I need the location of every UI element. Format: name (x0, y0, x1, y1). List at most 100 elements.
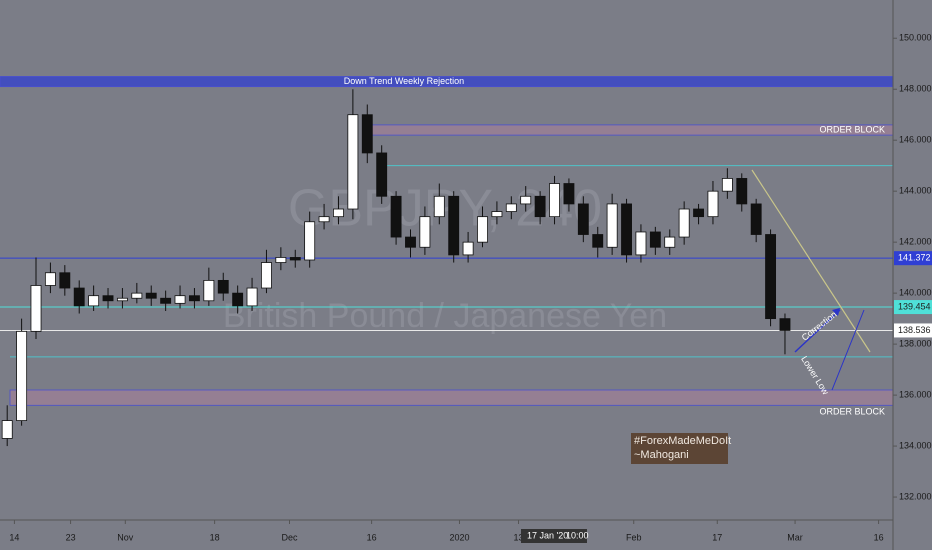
x-tick-label: 23 (66, 532, 76, 542)
y-tick-label: 140.000 (899, 288, 932, 298)
candle-body (275, 257, 287, 263)
candle-body (116, 297, 128, 302)
y-tick-label: 150.000 (899, 33, 932, 43)
candle-body (577, 203, 589, 235)
x-tick-label: Feb (626, 532, 642, 542)
candle-body (707, 190, 719, 218)
y-tick-label: 136.000 (899, 389, 932, 399)
candle-body (131, 292, 143, 299)
candle-body (649, 231, 661, 248)
candle-body (736, 178, 748, 205)
x-tick-label: 18 (210, 532, 220, 542)
watermark-name: British Pound / Japanese Yen (223, 297, 667, 335)
candle-body (693, 208, 704, 218)
candle-body (376, 152, 388, 197)
arrow-projection (831, 309, 865, 391)
candle-body (246, 287, 258, 307)
candle-body (592, 234, 604, 248)
y-tick-label: 144.000 (899, 186, 932, 196)
candle-body (217, 279, 229, 294)
arrow-correction (794, 309, 841, 353)
candle-body (261, 262, 272, 289)
x-tick-label: 16 (367, 532, 377, 542)
zone-label: ORDER BLOCK (819, 124, 885, 134)
candle-body (44, 272, 56, 286)
x-tick-label: Mar (787, 532, 803, 542)
crosshair-date: 17 Jan '20 (527, 530, 568, 540)
price-label-box (894, 323, 932, 338)
candle-body (664, 236, 676, 248)
y-tick-label: 138.000 (899, 338, 932, 348)
candle-body (779, 318, 791, 331)
signature-box (631, 433, 728, 464)
candle-body (174, 295, 186, 304)
candle-body (318, 216, 330, 223)
candle-body (390, 195, 402, 238)
candle-body (750, 203, 762, 235)
candle-body (765, 234, 777, 320)
candle-body (361, 114, 373, 154)
x-tick-label: Dec (281, 532, 298, 542)
candle-body (30, 285, 42, 332)
y-tick-label: 146.000 (899, 135, 932, 145)
candle-body (73, 287, 85, 307)
x-tick-label: 13 (514, 532, 524, 542)
y-tick-label: 148.000 (899, 84, 932, 94)
candle-body (102, 295, 114, 302)
candle-body (1, 420, 13, 439)
price-label: 141.372 (898, 253, 931, 263)
candle-body (304, 221, 316, 261)
candle-body (189, 295, 200, 302)
candle-body (606, 203, 618, 248)
candle-body (289, 257, 301, 261)
crosshair-time: 10:00 (566, 530, 589, 540)
candle-body (433, 195, 445, 218)
candle-body (462, 241, 474, 256)
candle-body (549, 183, 560, 218)
candle-body (477, 216, 488, 243)
candle-body (448, 195, 460, 256)
zone (364, 124, 894, 136)
candle-body (563, 183, 575, 205)
zone-label: ORDER BLOCK (819, 407, 885, 417)
price-label: 139.454 (898, 301, 931, 311)
price-label-box (894, 300, 932, 315)
y-tick-label: 134.000 (899, 440, 932, 450)
candle-body (160, 297, 172, 304)
candle-body (16, 330, 28, 421)
candle-body (88, 295, 100, 307)
candle-body (333, 208, 344, 218)
candle-body (405, 236, 416, 248)
candle-body (232, 292, 244, 307)
candle-body (145, 292, 157, 299)
hashtag: #ForexMadeMeDoIt (634, 435, 731, 447)
candle-body (59, 272, 71, 289)
x-tick-label: 14 (9, 532, 19, 542)
x-tick-label: Nov (117, 532, 134, 542)
candle-body (635, 231, 647, 256)
author: ~Mahogani (634, 449, 689, 461)
candle-body (520, 195, 532, 205)
x-tick-label: 16 (874, 532, 884, 542)
arrow-head (832, 308, 840, 316)
candle-body (534, 195, 546, 218)
candle-body (491, 211, 503, 218)
candle-body (505, 203, 517, 212)
candle-body (621, 203, 632, 256)
x-tick-label: 2020 (449, 532, 469, 542)
y-tick-label: 142.000 (899, 237, 932, 247)
price-label: 138.536 (898, 325, 931, 335)
candle-body (678, 208, 690, 238)
candle-body (419, 216, 431, 248)
zone (9, 389, 894, 406)
candle-body (347, 114, 359, 210)
candle-body (203, 279, 215, 302)
x-tick-label: 17 (712, 532, 722, 542)
crosshair-box (521, 529, 587, 543)
y-tick-label: 132.000 (899, 491, 932, 501)
candle-body (721, 178, 733, 192)
trend-line (751, 169, 871, 353)
price-label-box (894, 251, 932, 266)
